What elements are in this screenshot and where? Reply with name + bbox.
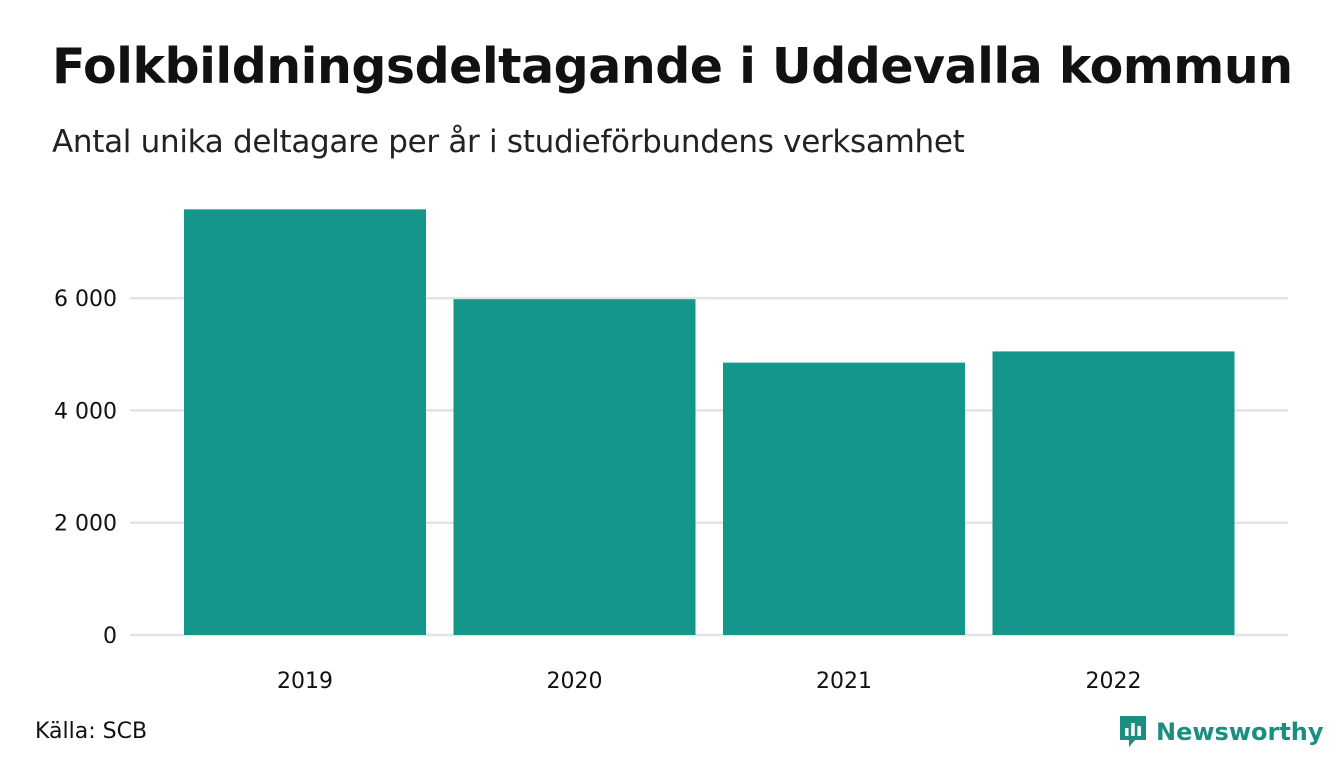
x-tick-label: 2020: [547, 669, 603, 694]
y-tick-label: 0: [103, 624, 117, 649]
x-tick-label: 2019: [277, 669, 333, 694]
y-tick-label: 4 000: [54, 399, 117, 424]
x-tick-label: 2021: [816, 669, 872, 694]
chart-title: Folkbildningsdeltagande i Uddevalla komm…: [52, 38, 1293, 95]
y-tick-label: 6 000: [54, 287, 117, 312]
source-note: Källa: SCB: [35, 719, 148, 744]
brand: Newsworthy: [1118, 714, 1324, 750]
speech-bubble-bar-chart-icon: [1118, 714, 1148, 750]
x-tick-label: 2022: [1086, 669, 1142, 694]
bar-2019: [184, 209, 426, 635]
brand-name: Newsworthy: [1156, 718, 1324, 746]
bar-2022: [992, 351, 1235, 635]
bar-2020: [453, 299, 696, 635]
chart-subtitle: Antal unika deltagare per år i studieför…: [52, 124, 965, 160]
y-tick-label: 2 000: [54, 512, 117, 537]
bar-2021: [723, 362, 965, 635]
